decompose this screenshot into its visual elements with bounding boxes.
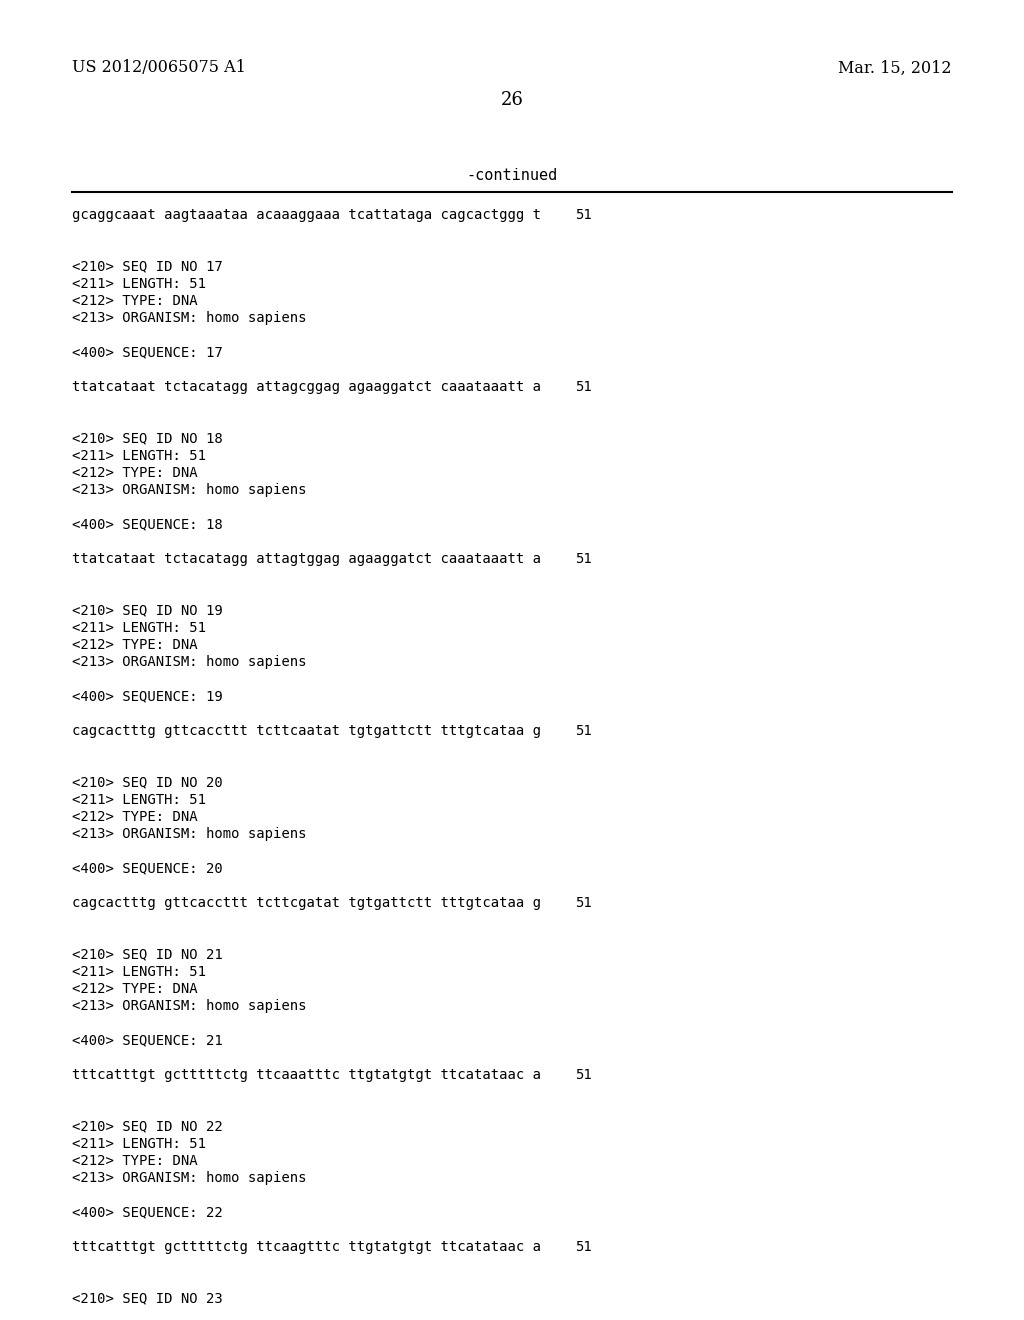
- Text: <212> TYPE: DNA: <212> TYPE: DNA: [72, 982, 198, 997]
- Text: 51: 51: [575, 723, 592, 738]
- Text: <211> LENGTH: 51: <211> LENGTH: 51: [72, 965, 206, 979]
- Text: gcaggcaaat aagtaaataa acaaaggaaa tcattataga cagcactggg t: gcaggcaaat aagtaaataa acaaaggaaa tcattat…: [72, 209, 541, 222]
- Text: <210> SEQ ID NO 21: <210> SEQ ID NO 21: [72, 948, 223, 961]
- Text: <400> SEQUENCE: 17: <400> SEQUENCE: 17: [72, 346, 223, 359]
- Text: <211> LENGTH: 51: <211> LENGTH: 51: [72, 277, 206, 290]
- Text: 51: 51: [575, 552, 592, 566]
- Text: US 2012/0065075 A1: US 2012/0065075 A1: [72, 59, 246, 77]
- Text: 51: 51: [575, 1239, 592, 1254]
- Text: ttatcataat tctacatagg attagcggag agaaggatct caaataaatt a: ttatcataat tctacatagg attagcggag agaagga…: [72, 380, 541, 393]
- Text: 26: 26: [501, 91, 523, 110]
- Text: 51: 51: [575, 209, 592, 222]
- Text: <213> ORGANISM: homo sapiens: <213> ORGANISM: homo sapiens: [72, 1171, 306, 1185]
- Text: <400> SEQUENCE: 21: <400> SEQUENCE: 21: [72, 1034, 223, 1048]
- Text: <400> SEQUENCE: 20: <400> SEQUENCE: 20: [72, 862, 223, 875]
- Text: 51: 51: [575, 380, 592, 393]
- Text: <213> ORGANISM: homo sapiens: <213> ORGANISM: homo sapiens: [72, 655, 306, 669]
- Text: tttcatttgt gctttttctg ttcaagtttc ttgtatgtgt ttcatataac a: tttcatttgt gctttttctg ttcaagtttc ttgtatg…: [72, 1239, 541, 1254]
- Text: 51: 51: [575, 896, 592, 909]
- Text: <210> SEQ ID NO 23: <210> SEQ ID NO 23: [72, 1291, 223, 1305]
- Text: <211> LENGTH: 51: <211> LENGTH: 51: [72, 1137, 206, 1151]
- Text: <212> TYPE: DNA: <212> TYPE: DNA: [72, 810, 198, 824]
- Text: <213> ORGANISM: homo sapiens: <213> ORGANISM: homo sapiens: [72, 999, 306, 1014]
- Text: cagcactttg gttcaccttt tcttcaatat tgtgattctt tttgtcataa g: cagcactttg gttcaccttt tcttcaatat tgtgatt…: [72, 723, 541, 738]
- Text: tttcatttgt gctttttctg ttcaaatttc ttgtatgtgt ttcatataac a: tttcatttgt gctttttctg ttcaaatttc ttgtatg…: [72, 1068, 541, 1082]
- Text: <211> LENGTH: 51: <211> LENGTH: 51: [72, 449, 206, 463]
- Text: 51: 51: [575, 1068, 592, 1082]
- Text: <211> LENGTH: 51: <211> LENGTH: 51: [72, 793, 206, 807]
- Text: <210> SEQ ID NO 18: <210> SEQ ID NO 18: [72, 432, 223, 446]
- Text: <400> SEQUENCE: 19: <400> SEQUENCE: 19: [72, 689, 223, 704]
- Text: <213> ORGANISM: homo sapiens: <213> ORGANISM: homo sapiens: [72, 483, 306, 498]
- Text: <210> SEQ ID NO 17: <210> SEQ ID NO 17: [72, 260, 223, 273]
- Text: cagcactttg gttcaccttt tcttcgatat tgtgattctt tttgtcataa g: cagcactttg gttcaccttt tcttcgatat tgtgatt…: [72, 896, 541, 909]
- Text: <212> TYPE: DNA: <212> TYPE: DNA: [72, 466, 198, 480]
- Text: <212> TYPE: DNA: <212> TYPE: DNA: [72, 1154, 198, 1168]
- Text: <212> TYPE: DNA: <212> TYPE: DNA: [72, 294, 198, 308]
- Text: ttatcataat tctacatagg attagtggag agaaggatct caaataaatt a: ttatcataat tctacatagg attagtggag agaagga…: [72, 552, 541, 566]
- Text: -continued: -continued: [466, 168, 558, 182]
- Text: <212> TYPE: DNA: <212> TYPE: DNA: [72, 638, 198, 652]
- Text: <210> SEQ ID NO 19: <210> SEQ ID NO 19: [72, 603, 223, 618]
- Text: <210> SEQ ID NO 22: <210> SEQ ID NO 22: [72, 1119, 223, 1134]
- Text: <210> SEQ ID NO 20: <210> SEQ ID NO 20: [72, 776, 223, 789]
- Text: <400> SEQUENCE: 22: <400> SEQUENCE: 22: [72, 1205, 223, 1220]
- Text: Mar. 15, 2012: Mar. 15, 2012: [839, 59, 952, 77]
- Text: <213> ORGANISM: homo sapiens: <213> ORGANISM: homo sapiens: [72, 828, 306, 841]
- Text: <400> SEQUENCE: 18: <400> SEQUENCE: 18: [72, 517, 223, 532]
- Text: <211> LENGTH: 51: <211> LENGTH: 51: [72, 620, 206, 635]
- Text: <213> ORGANISM: homo sapiens: <213> ORGANISM: homo sapiens: [72, 312, 306, 325]
